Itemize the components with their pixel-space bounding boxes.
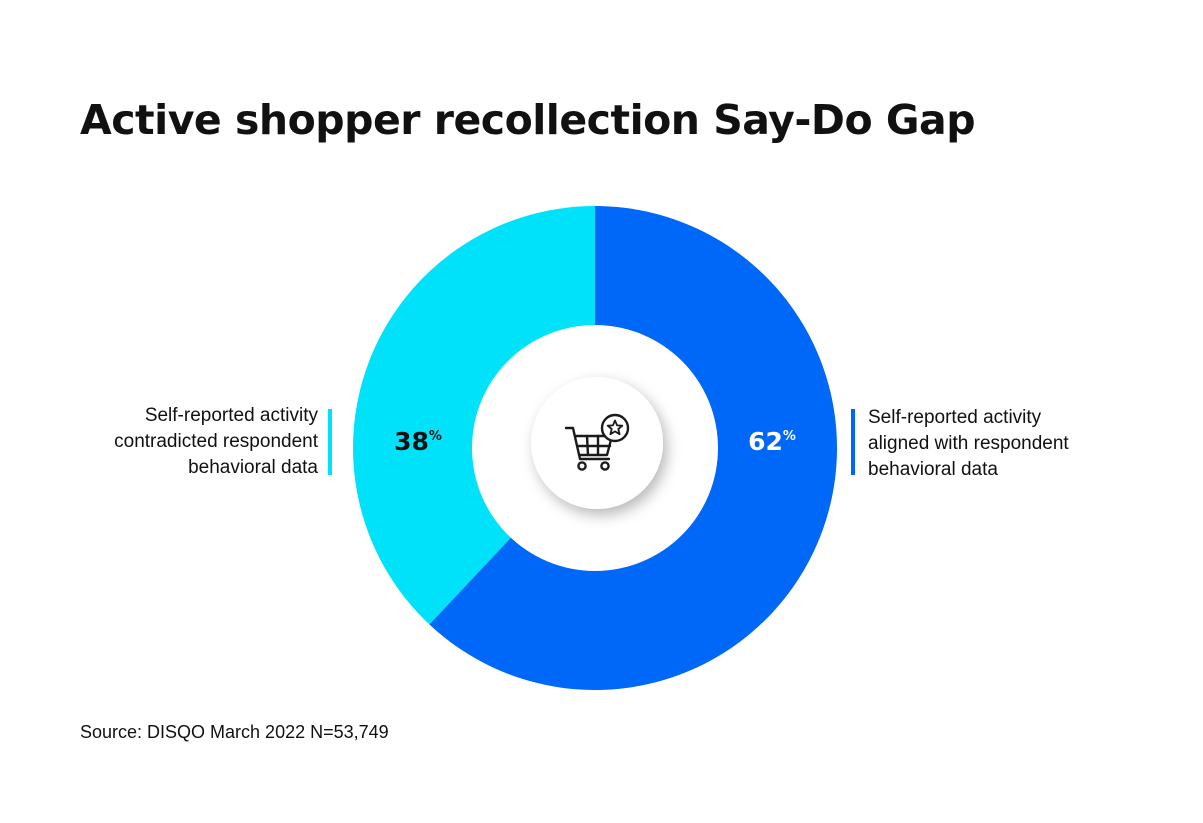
legend-line: behavioral data xyxy=(188,457,318,478)
legend-line: aligned with respondent xyxy=(868,433,1069,454)
legend-aligned: Self-reported activity aligned with resp… xyxy=(868,405,1158,483)
legend-line: Self-reported activity xyxy=(144,405,318,426)
legend-marker-aligned xyxy=(851,409,855,475)
legend-line: Self-reported activity xyxy=(868,407,1042,428)
donut-slice xyxy=(353,206,595,625)
source-note: Source: DISQO March 2022 N=53,749 xyxy=(80,722,389,742)
shopping-cart-star-icon xyxy=(564,413,630,471)
legend-contradicted: Self-reported activity contradicted resp… xyxy=(40,403,318,481)
legend-marker-contradicted xyxy=(328,409,332,475)
slice-value-label: 38% xyxy=(394,427,442,456)
legend-line: contradicted respondent xyxy=(114,431,318,452)
legend-line: behavioral data xyxy=(868,459,998,480)
data-labels: 62% 38% xyxy=(394,427,796,456)
chart-title: Active shopper recollection Say-Do Gap xyxy=(80,96,976,144)
slice-value-label: 62% xyxy=(748,427,796,456)
